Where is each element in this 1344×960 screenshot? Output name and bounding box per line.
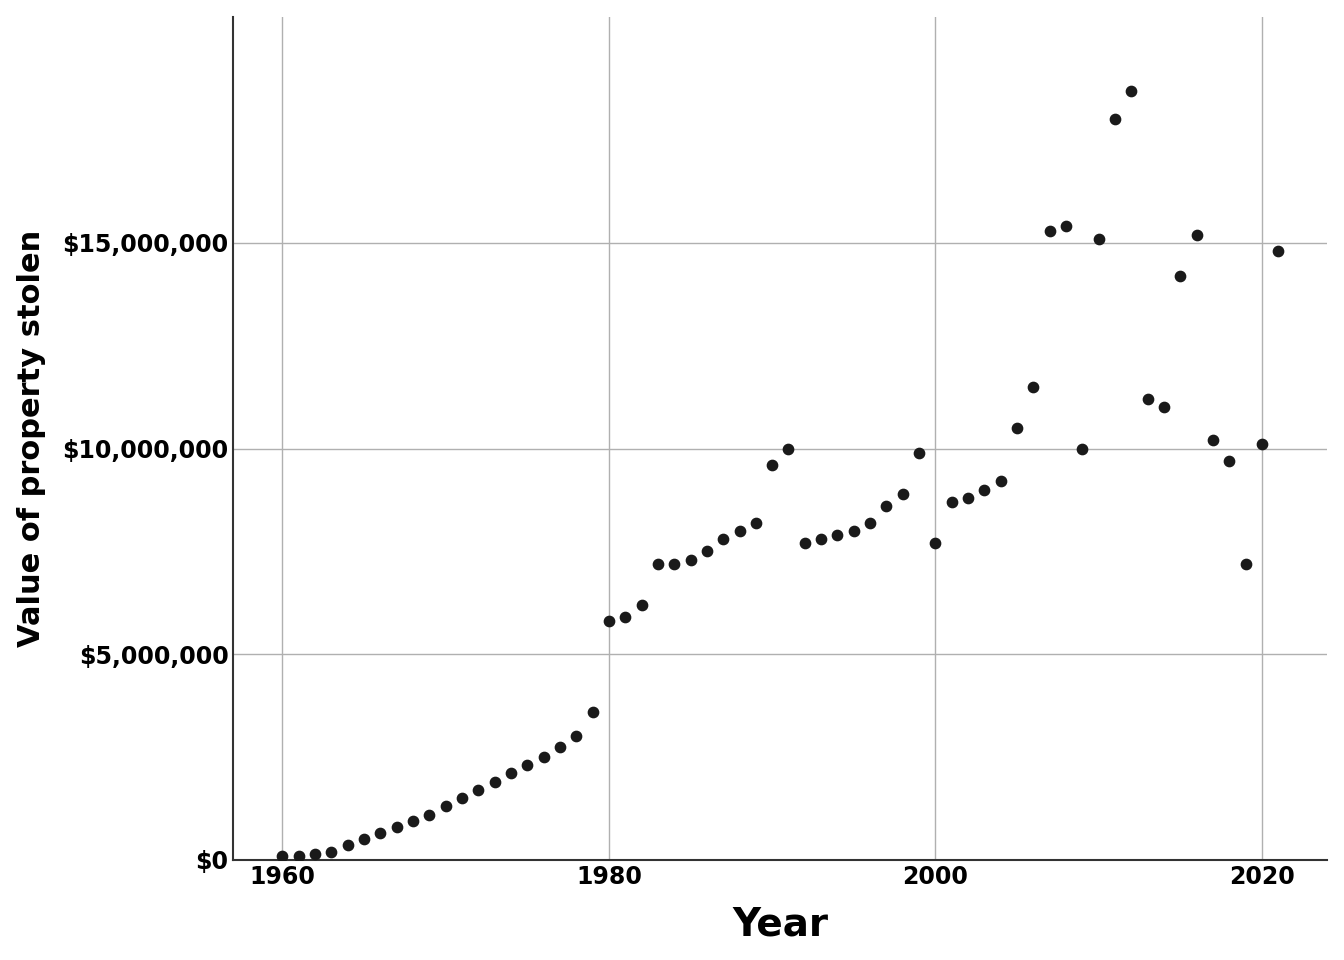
Point — [794, 536, 816, 551]
Point — [614, 610, 636, 625]
Point — [1121, 83, 1142, 98]
Point — [516, 757, 538, 773]
Point — [646, 556, 668, 571]
Point — [418, 807, 439, 823]
Point — [271, 848, 293, 863]
Point — [304, 846, 325, 861]
Point — [353, 831, 375, 847]
Point — [1219, 453, 1241, 468]
Point — [1153, 399, 1175, 415]
Point — [1055, 219, 1077, 234]
Point — [630, 597, 652, 612]
Point — [320, 844, 341, 859]
Point — [745, 515, 766, 530]
Point — [550, 739, 571, 755]
Point — [957, 491, 978, 506]
Point — [288, 848, 309, 863]
Point — [973, 482, 995, 497]
Point — [1235, 556, 1257, 571]
Point — [484, 774, 505, 789]
Point — [892, 486, 914, 501]
Point — [1169, 268, 1191, 283]
Point — [566, 729, 587, 744]
Point — [386, 819, 407, 834]
Point — [843, 523, 864, 539]
Point — [1071, 441, 1093, 456]
Point — [370, 826, 391, 841]
Point — [876, 498, 898, 514]
Point — [991, 473, 1012, 489]
Point — [1203, 433, 1224, 448]
Point — [680, 552, 702, 567]
Point — [452, 790, 473, 805]
Point — [1185, 227, 1207, 242]
Point — [762, 457, 784, 472]
Point — [810, 531, 832, 546]
Point — [598, 613, 620, 629]
Point — [1267, 244, 1289, 259]
Point — [909, 444, 930, 460]
Point — [859, 515, 880, 530]
Point — [925, 536, 946, 551]
Point — [1251, 437, 1273, 452]
Point — [435, 799, 457, 814]
Point — [582, 704, 603, 719]
X-axis label: Year: Year — [732, 905, 828, 944]
Point — [1039, 223, 1060, 238]
Point — [1023, 379, 1044, 395]
Point — [728, 523, 750, 539]
Point — [827, 527, 848, 542]
Point — [1105, 111, 1126, 127]
Point — [664, 556, 685, 571]
Point — [1137, 392, 1159, 407]
Point — [712, 531, 734, 546]
Point — [337, 838, 359, 853]
Point — [500, 766, 521, 781]
Point — [696, 543, 718, 559]
Point — [468, 782, 489, 798]
Point — [402, 813, 423, 828]
Point — [532, 750, 554, 765]
Point — [1007, 420, 1028, 436]
Y-axis label: Value of property stolen: Value of property stolen — [16, 229, 46, 647]
Point — [1089, 231, 1110, 247]
Point — [941, 494, 962, 510]
Point — [778, 441, 800, 456]
